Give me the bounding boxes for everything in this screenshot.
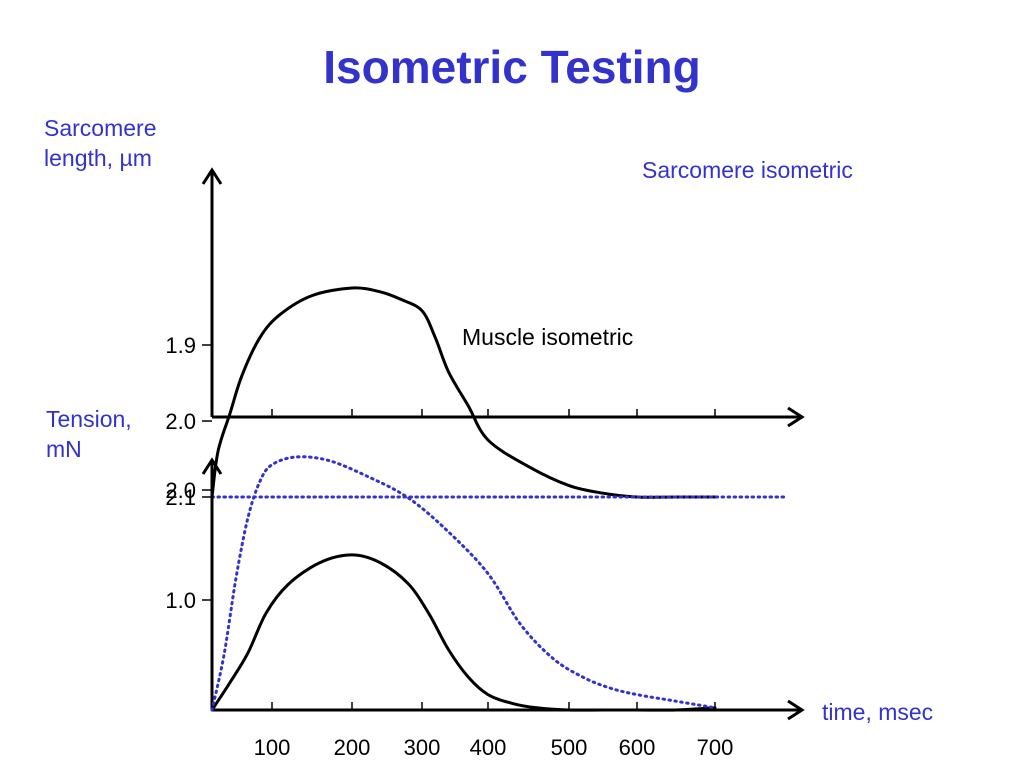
- top-x-axis-arrow: [787, 406, 805, 428]
- top-y-tick-label: 2.0: [165, 409, 196, 434]
- bottom-x-axis-arrow: [787, 699, 805, 721]
- top-series-solid-line: [210, 286, 717, 499]
- bottom-series-solid-line: [210, 553, 717, 712]
- bottom-x-tick-label: 700: [697, 735, 734, 760]
- bottom-y-tick-label: 1.0: [165, 588, 196, 613]
- bottom-x-tick-label: 300: [404, 735, 441, 760]
- bottom-x-tick-label: 400: [470, 735, 507, 760]
- bottom-x-tick-label: 200: [334, 735, 371, 760]
- bottom-y-axis-label: Tension, mN: [46, 404, 156, 464]
- bottom-y-axis-label-text: Tension, mN: [46, 406, 132, 462]
- top-series-label: Sarcomere isometric: [642, 157, 853, 183]
- bottom-x-tick-label: 500: [551, 735, 588, 760]
- x-axis-label: time, msec: [822, 699, 934, 725]
- bottom-x-tick-label: 600: [619, 735, 656, 760]
- bottom-series-dotted-line: [210, 455, 717, 712]
- top-series-label: Muscle isometric: [462, 324, 633, 350]
- bottom-y-tick-label: 2.0: [165, 478, 196, 503]
- bottom-y-axis-arrow: [201, 457, 223, 475]
- top-y-axis-label-text: Sarcomere length, µm: [44, 115, 157, 171]
- bottom-x-tick-label: 100: [254, 735, 291, 760]
- top-y-axis-arrow: [201, 167, 223, 185]
- top-y-axis-label: Sarcomere length, µm: [44, 113, 194, 173]
- top-y-tick-label: 1.9: [165, 333, 196, 358]
- page-title: Isometric Testing: [323, 41, 701, 93]
- top-y-tick-label: 2.1: [165, 485, 196, 510]
